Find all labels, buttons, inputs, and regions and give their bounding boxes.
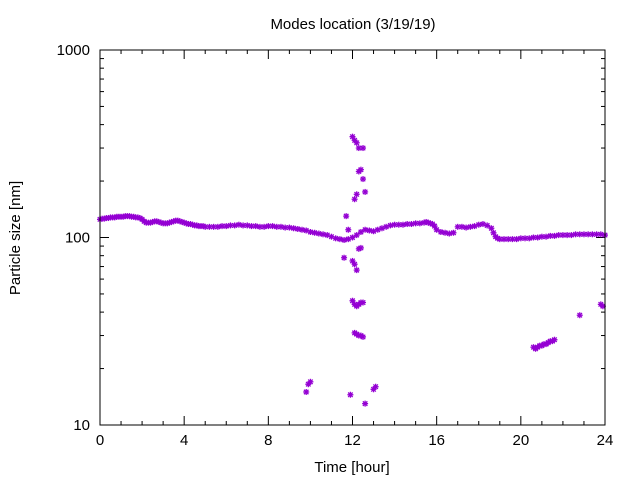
y-tick-label: 100: [65, 230, 90, 247]
data-point: [450, 229, 457, 236]
data-point: [366, 227, 373, 234]
data-point: [589, 231, 596, 238]
data-point: [311, 229, 318, 236]
data-point: [387, 222, 394, 229]
data-point: [446, 230, 453, 237]
data-point: [336, 236, 343, 243]
data-point: [349, 234, 356, 241]
x-tick-label: 12: [344, 432, 361, 449]
data-point: [235, 221, 242, 228]
data-point: [505, 236, 512, 243]
y-axis-label: Particle size [nm]: [7, 181, 24, 295]
data-point: [362, 188, 369, 195]
data-point: [357, 166, 364, 173]
data-point: [416, 220, 423, 227]
y-tick-label: 1000: [57, 42, 90, 59]
data-point: [214, 223, 221, 230]
data-point: [517, 235, 524, 242]
data-point: [362, 400, 369, 407]
data-point: [290, 225, 297, 232]
data-point: [551, 336, 558, 343]
x-tick-label: 24: [597, 432, 614, 449]
data-point: [315, 230, 322, 237]
data-point: [463, 224, 470, 231]
data-point: [223, 223, 230, 230]
data-point: [341, 236, 348, 243]
data-point: [303, 388, 310, 395]
data-point: [231, 222, 238, 229]
data-point: [351, 261, 358, 268]
x-tick-label: 4: [180, 432, 188, 449]
data-point: [307, 378, 314, 385]
data-point: [362, 226, 369, 233]
plot-frame: [99, 49, 606, 426]
data-point: [534, 234, 541, 241]
data-point: [408, 221, 415, 228]
data-point: [475, 221, 482, 228]
x-tick-label: 16: [428, 432, 445, 449]
data-point: [265, 223, 272, 230]
y-tick-label: 10: [73, 417, 90, 434]
data-point: [467, 223, 474, 230]
data-point: [360, 299, 367, 306]
data-point: [454, 223, 461, 230]
data-point: [341, 254, 348, 261]
data-point: [277, 223, 284, 230]
data-point: [353, 267, 360, 274]
x-axis: 0 4 8 12 16 20 24: [96, 50, 614, 449]
data-point: [360, 176, 367, 183]
data-point: [484, 222, 491, 229]
data-point: [343, 213, 350, 220]
chart-title: Modes location (3/19/19): [270, 16, 435, 33]
data-point: [513, 236, 520, 243]
data-point: [299, 226, 305, 233]
x-tick-label: 0: [96, 432, 104, 449]
data-point: [357, 244, 364, 251]
y-axis: 10 100 1000: [57, 42, 605, 434]
data-point: [372, 383, 379, 390]
data-point: [244, 222, 251, 229]
data-point: [360, 333, 367, 340]
data-point: [252, 223, 259, 230]
data-point: [543, 233, 550, 240]
data-point: [307, 228, 314, 235]
data-point: [597, 231, 604, 238]
data-point: [488, 225, 495, 232]
data-point: [353, 232, 360, 239]
data-point: [458, 223, 465, 230]
data-point: [347, 391, 354, 398]
data-points: [97, 133, 608, 407]
data-point: [568, 232, 575, 239]
data-point: [442, 229, 449, 236]
data-point: [332, 235, 339, 242]
x-axis-label: Time [hour]: [314, 459, 389, 476]
data-point: [437, 228, 444, 235]
data-point: [360, 145, 367, 152]
x-tick-label: 20: [512, 432, 529, 449]
data-point: [269, 223, 276, 230]
data-point: [400, 221, 406, 228]
data-point: [412, 220, 419, 227]
data-point: [357, 228, 364, 235]
data-point: [261, 223, 268, 230]
data-point: [526, 235, 533, 242]
data-point: [345, 226, 352, 233]
x-tick-label: 8: [264, 432, 272, 449]
data-point: [351, 196, 358, 203]
data-point: [551, 232, 558, 239]
data-point: [248, 223, 255, 230]
data-point: [294, 226, 301, 233]
data-point: [576, 312, 583, 319]
data-point: [320, 231, 327, 238]
data-point: [202, 223, 209, 230]
data-point: [353, 191, 360, 198]
data-point: [353, 139, 360, 146]
data-point: [538, 233, 545, 240]
data-point: [286, 224, 293, 231]
data-point: [522, 235, 529, 242]
